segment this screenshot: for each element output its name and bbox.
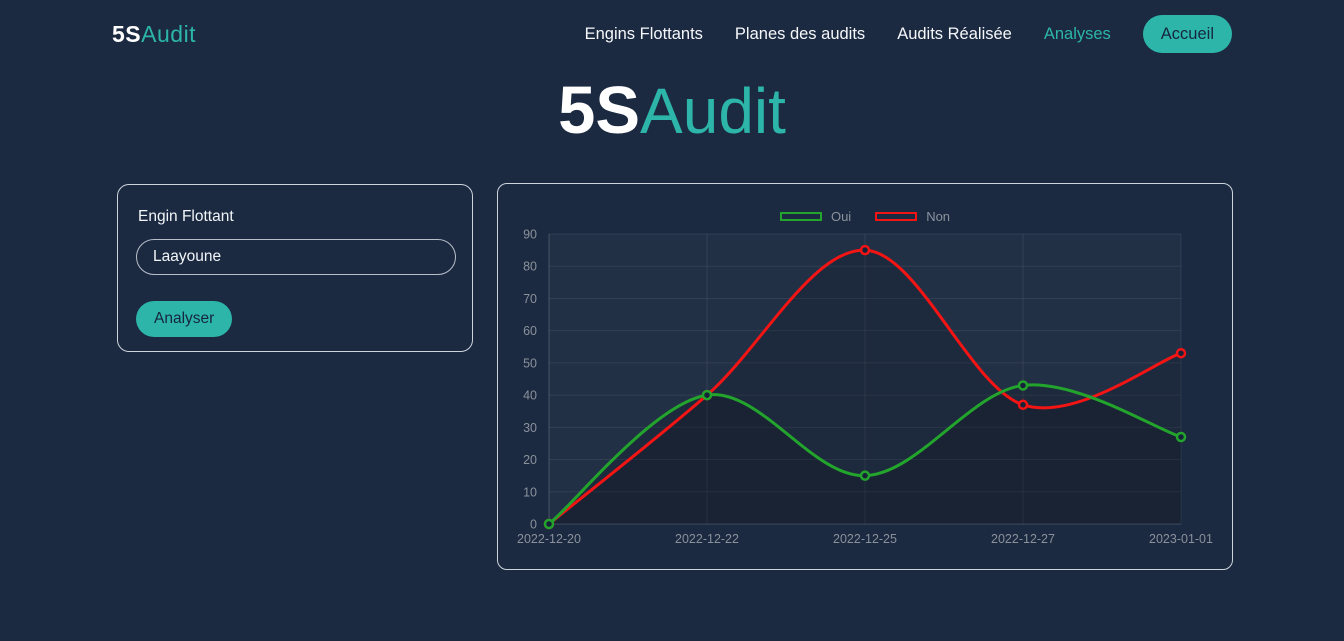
oui-series-label: Oui bbox=[830, 209, 852, 224]
non-series-label: Non bbox=[926, 209, 951, 224]
chart-card: Oui Non 0 10 20 30 40 50 60 70 80 90 2022-12-20 202… bbox=[497, 183, 1233, 570]
hero-logo: 5SAudit bbox=[0, 72, 1344, 149]
svg-text:20: 20 bbox=[523, 453, 537, 467]
navbar: 5SAudit Engins Flottants Planes des audi… bbox=[0, 0, 1344, 68]
svg-text:40: 40 bbox=[523, 389, 537, 403]
nav-link-analyses[interactable]: Analyses bbox=[1043, 24, 1111, 43]
svg-text:70: 70 bbox=[523, 292, 537, 306]
accueil-button[interactable]: Accueil bbox=[1142, 15, 1232, 53]
nav-links: Engins Flottants Planes des audits Audit… bbox=[585, 15, 1232, 53]
engin-flottant-input[interactable] bbox=[136, 239, 456, 275]
svg-text:2022-12-20: 2022-12-20 bbox=[517, 532, 581, 546]
chart-legend: Oui Non bbox=[498, 209, 1232, 224]
svg-text:90: 90 bbox=[523, 228, 537, 242]
brand-part-5s: 5S bbox=[112, 20, 142, 47]
nav-link-audits-realisee[interactable]: Audits Réalisée bbox=[897, 24, 1012, 43]
hero-part-5s: 5S bbox=[558, 73, 641, 148]
non-series-swatch bbox=[875, 212, 918, 221]
svg-text:80: 80 bbox=[523, 260, 537, 274]
nav-link-planes-des-audits[interactable]: Planes des audits bbox=[734, 24, 866, 43]
oui-series-swatch bbox=[779, 212, 822, 221]
svg-text:2023-01-01: 2023-01-01 bbox=[1149, 532, 1213, 546]
svg-text:60: 60 bbox=[523, 324, 537, 338]
svg-text:2022-12-22: 2022-12-22 bbox=[675, 532, 739, 546]
analysis-chart[interactable]: 0 10 20 30 40 50 60 70 80 90 2022-12-20 2022-12-22 2… bbox=[498, 184, 1234, 571]
svg-text:30: 30 bbox=[523, 421, 537, 435]
svg-text:50: 50 bbox=[523, 356, 537, 370]
brand-logo[interactable]: 5SAudit bbox=[112, 21, 196, 48]
svg-text:2022-12-25: 2022-12-25 bbox=[833, 532, 897, 546]
svg-text:10: 10 bbox=[523, 485, 537, 499]
engin-flottant-label: Engin Flottant bbox=[138, 208, 234, 225]
hero-part-audit: Audit bbox=[640, 75, 786, 147]
analyser-button[interactable]: Analyser bbox=[136, 301, 233, 337]
legend-item-non[interactable]: Non bbox=[875, 209, 950, 224]
svg-text:2022-12-27: 2022-12-27 bbox=[991, 532, 1055, 546]
brand-part-audit: Audit bbox=[141, 20, 197, 47]
filter-panel: Engin Flottant Analyser bbox=[117, 184, 473, 352]
nav-link-engins-flottants[interactable]: Engins Flottants bbox=[584, 24, 703, 43]
legend-item-oui[interactable]: Oui bbox=[779, 209, 852, 224]
svg-text:0: 0 bbox=[530, 518, 537, 532]
